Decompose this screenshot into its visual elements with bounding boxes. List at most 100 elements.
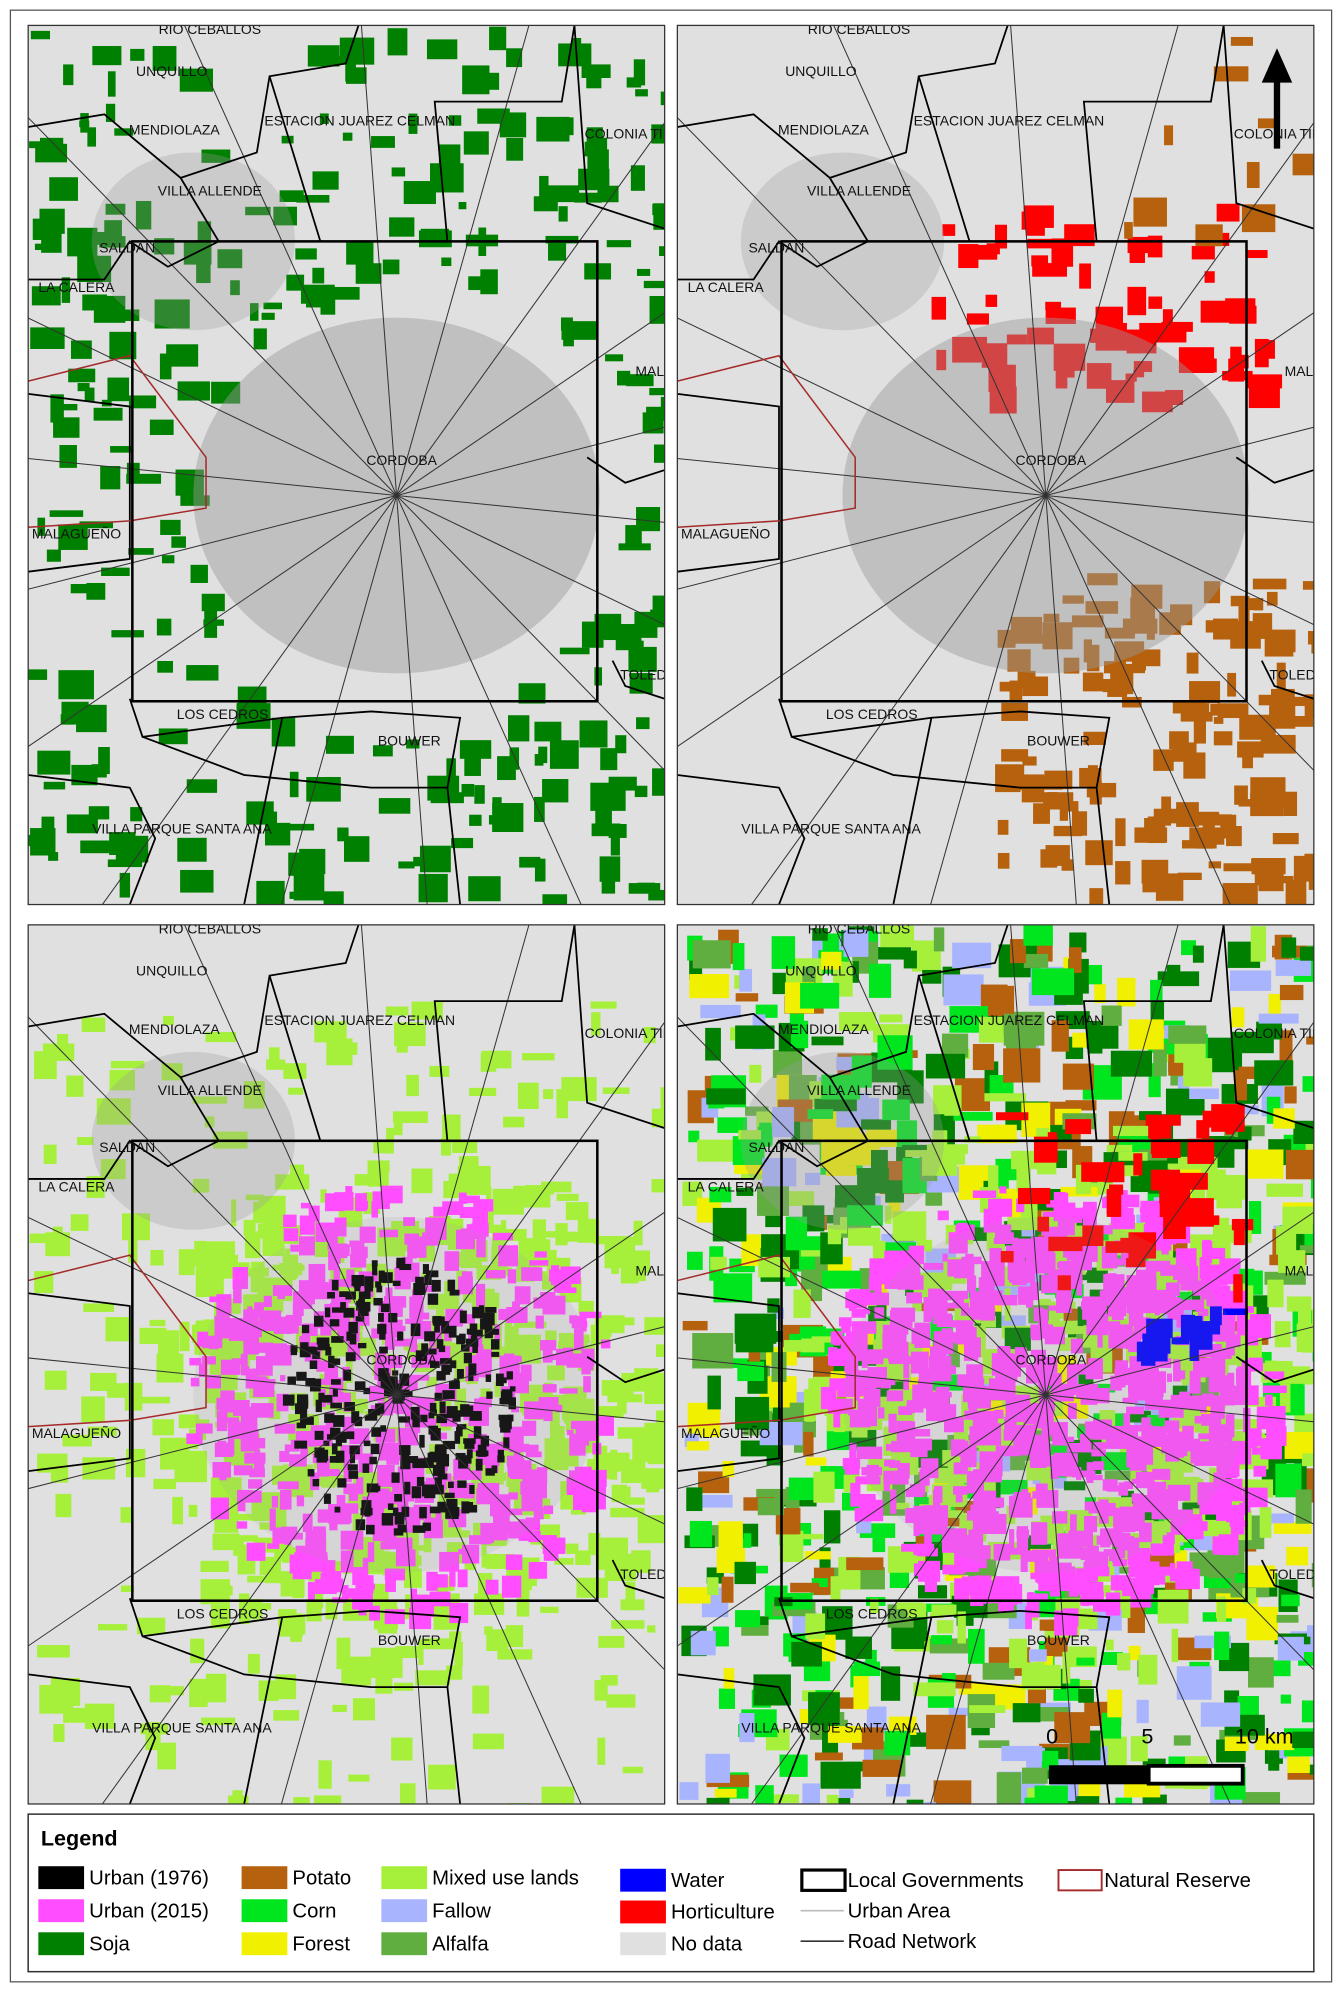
land-use-patch xyxy=(328,1355,335,1368)
land-use-patch xyxy=(456,1368,464,1379)
legend-label: Horticulture xyxy=(671,1902,775,1924)
land-use-patch xyxy=(984,1093,1027,1102)
land-use-patch xyxy=(1022,756,1037,766)
land-use-patch xyxy=(1281,1594,1300,1607)
land-use-patch xyxy=(500,1425,511,1433)
land-use-patch xyxy=(618,543,651,551)
land-use-patch xyxy=(350,1246,368,1258)
land-use-patch xyxy=(1178,1172,1208,1190)
land-use-patch xyxy=(334,1192,354,1211)
land-use-patch xyxy=(1115,1797,1133,1804)
land-use-patch xyxy=(460,1228,473,1241)
land-use-patch xyxy=(678,1587,711,1604)
land-use-patch xyxy=(70,340,92,359)
place-label: VILLA PARQUE SANTA ANA xyxy=(741,820,921,836)
land-use-patch xyxy=(1012,1703,1041,1723)
land-use-patch xyxy=(97,1624,128,1631)
land-use-patch xyxy=(349,1561,376,1570)
land-use-patch xyxy=(484,1535,508,1546)
land-use-patch xyxy=(793,1289,811,1318)
land-use-patch xyxy=(1234,1070,1248,1101)
land-use-patch xyxy=(331,1358,341,1365)
land-use-patch xyxy=(477,1444,487,1457)
land-use-patch xyxy=(636,268,651,276)
land-use-patch xyxy=(1222,883,1258,905)
land-use-patch xyxy=(375,1403,385,1414)
land-use-patch xyxy=(319,113,329,124)
land-use-patch xyxy=(1064,224,1095,247)
land-use-patch xyxy=(388,1312,398,1323)
land-use-patch xyxy=(466,1224,486,1240)
land-use-patch xyxy=(1070,1514,1077,1532)
land-use-patch xyxy=(451,1507,459,1520)
land-use-patch xyxy=(1055,1798,1086,1804)
land-use-patch xyxy=(969,1705,1006,1714)
land-use-patch xyxy=(1085,842,1110,856)
land-use-patch xyxy=(574,192,603,203)
panel-frame xyxy=(676,924,1315,1805)
land-use-patch xyxy=(849,1442,857,1465)
land-use-patch xyxy=(783,1340,816,1352)
land-use-patch xyxy=(463,1352,472,1364)
land-use-patch xyxy=(233,1540,244,1556)
land-use-patch xyxy=(1135,1287,1155,1312)
land-use-patch xyxy=(385,1006,409,1016)
land-use-patch xyxy=(368,1517,387,1525)
land-use-patch xyxy=(362,1557,369,1581)
land-use-patch xyxy=(248,1479,263,1489)
land-use-patch xyxy=(929,1439,956,1451)
land-use-patch xyxy=(1233,1274,1243,1303)
land-use-patch xyxy=(81,1017,106,1032)
land-use-patch xyxy=(130,48,145,61)
land-use-patch xyxy=(243,1081,265,1109)
land-use-patch xyxy=(325,1598,338,1620)
land-use-patch xyxy=(880,925,915,948)
land-use-patch xyxy=(1053,1192,1066,1210)
land-use-patch xyxy=(563,336,574,347)
land-use-patch xyxy=(373,1141,393,1154)
land-use-patch xyxy=(1065,1100,1097,1111)
road xyxy=(28,1394,397,1647)
land-use-patch xyxy=(635,89,648,97)
land-use-patch xyxy=(463,1502,474,1511)
land-use-patch xyxy=(135,200,152,230)
land-use-patch xyxy=(866,1706,887,1734)
land-use-patch xyxy=(1195,1299,1205,1313)
land-use-patch xyxy=(906,1603,927,1618)
land-use-patch xyxy=(923,1297,932,1322)
scale-bar-label: 10 km xyxy=(1235,1724,1294,1749)
land-use-patch xyxy=(432,1774,451,1784)
land-use-patch xyxy=(964,1410,980,1420)
legend-label: Water xyxy=(671,1870,725,1892)
land-use-patch xyxy=(468,1363,477,1376)
land-use-patch xyxy=(1223,863,1252,872)
land-use-patch xyxy=(329,286,360,300)
land-use-patch xyxy=(804,1551,831,1560)
local-government-boundary xyxy=(28,25,360,179)
land-use-patch xyxy=(1126,1258,1146,1267)
land-use-patch xyxy=(472,1733,504,1750)
land-use-patch xyxy=(156,1353,184,1383)
land-use-patch xyxy=(404,1481,411,1495)
land-use-patch xyxy=(498,1414,511,1421)
land-use-patch xyxy=(1093,1461,1104,1470)
land-use-patch xyxy=(125,839,148,849)
land-use-patch xyxy=(410,1312,430,1320)
land-use-patch xyxy=(492,1188,524,1215)
land-use-patch xyxy=(601,868,616,894)
land-use-patch xyxy=(261,312,275,320)
land-use-patch xyxy=(885,1205,892,1224)
land-use-patch xyxy=(1279,984,1304,1001)
land-use-patch xyxy=(340,1302,346,1309)
land-use-patch xyxy=(594,1329,612,1338)
land-use-patch xyxy=(250,1403,274,1418)
land-use-patch xyxy=(1104,1502,1116,1517)
land-use-patch xyxy=(416,1476,425,1486)
road xyxy=(1045,1211,1314,1396)
land-use-patch xyxy=(709,1186,732,1203)
land-use-patch xyxy=(177,837,207,862)
land-use-patch xyxy=(305,1530,327,1553)
legend-label: No data xyxy=(671,1933,743,1955)
land-use-patch xyxy=(273,1324,284,1348)
land-use-patch xyxy=(1053,825,1082,837)
